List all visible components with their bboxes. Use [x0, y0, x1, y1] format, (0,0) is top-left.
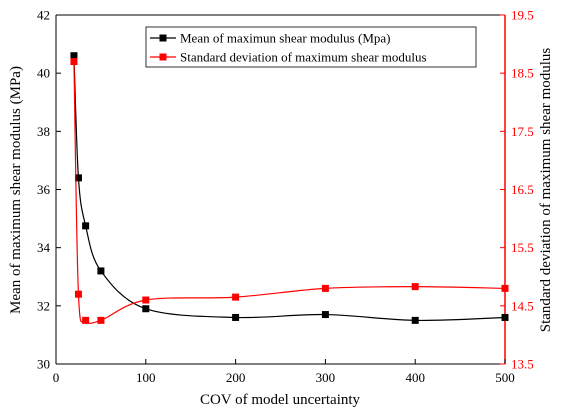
series-layer — [70, 52, 509, 324]
series-0-point — [82, 222, 90, 230]
legend-mean-label: Mean of maximun shear modulus (Mpa) — [180, 31, 390, 46]
series-1-point — [82, 316, 90, 324]
y-left-tick-label: 36 — [37, 182, 51, 197]
y-right-tick-label: 17.5 — [511, 124, 534, 139]
x-axis-title: COV of model uncertainty — [200, 392, 361, 408]
series-1-point — [232, 293, 240, 301]
series-0-line — [73, 55, 506, 322]
y-left-tick-label: 38 — [37, 124, 50, 139]
y-left-ticks: 30 32 34 36 38 40 42 — [37, 8, 61, 372]
series-0-point — [70, 52, 78, 60]
series-1-point — [142, 296, 150, 304]
y-right-tick-label: 13.5 — [511, 357, 534, 372]
x-tick-label: 100 — [136, 370, 156, 385]
series-1-point — [97, 316, 105, 324]
series-0-point — [232, 313, 240, 321]
series-1-point — [74, 290, 82, 298]
x-tick-label: 200 — [226, 370, 246, 385]
legend-box — [145, 26, 477, 68]
y-right-tick-label: 15.5 — [511, 240, 534, 255]
series-1-point — [70, 58, 78, 66]
y-right-tick-label: 18.5 — [511, 66, 534, 81]
y-right-tick-label: 14.5 — [511, 298, 534, 313]
x-tick-label: 300 — [316, 370, 336, 385]
series-0-point — [411, 316, 419, 324]
series-1-point — [321, 284, 329, 292]
legend-mean-marker — [159, 34, 167, 42]
series-1-line — [73, 61, 506, 324]
left-axis-title: Mean of maximum shear modulus (MPa) — [8, 66, 24, 314]
series-0-point — [321, 311, 329, 319]
y-right-tick-label: 19.5 — [511, 8, 534, 23]
series-0-point — [142, 305, 150, 313]
legend-std-label: Standard deviation of maximum shear modu… — [180, 50, 427, 65]
x-tick-label: 0 — [53, 370, 60, 385]
series-0-point — [74, 174, 82, 182]
legend: Mean of maximun shear modulus (Mpa) Stan… — [145, 26, 477, 68]
y-left-tick-label: 40 — [37, 66, 50, 81]
series-1-point — [411, 283, 419, 291]
y-left-tick-label: 32 — [37, 298, 50, 313]
x-ticks: 0 100 200 300 400 500 — [53, 359, 515, 385]
legend-std-marker — [159, 53, 167, 61]
x-tick-label: 500 — [495, 370, 515, 385]
series-0-point — [97, 267, 105, 275]
right-axis-title: Standard deviation of maximum shear modu… — [538, 48, 554, 333]
y-left-tick-label: 30 — [37, 357, 50, 372]
series-0-point — [501, 313, 509, 321]
y-right-tick-label: 16.5 — [511, 182, 534, 197]
x-tick-label: 400 — [405, 370, 425, 385]
series-1-point — [501, 284, 509, 292]
y-right-ticks: 13.5 14.5 15.5 16.5 17.5 18.5 19.5 — [500, 8, 534, 372]
y-left-tick-label: 42 — [37, 8, 50, 23]
y-left-tick-label: 34 — [37, 240, 51, 255]
